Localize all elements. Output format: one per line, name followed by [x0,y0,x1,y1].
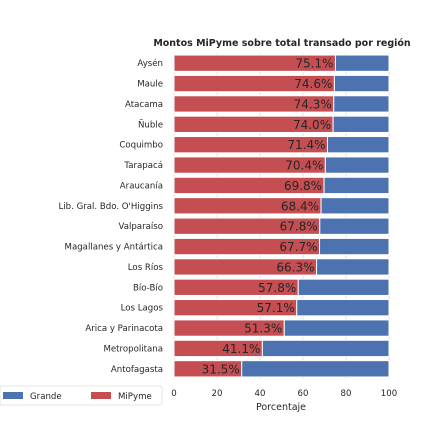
data-label: 67.8% [280,220,318,234]
x-tick-label: 80 [341,389,352,399]
data-label: 41.1% [222,342,260,356]
bar-grande [283,319,390,337]
data-label: 68.4% [281,199,319,213]
bar-grande [297,278,390,296]
bars: 75.1% 74.6% 74.3% 74.0% 71.4% 70.4% 69.8% 68.4%… [173,54,390,378]
category-label: Atacama [125,100,163,110]
data-label: 66.3% [276,260,314,274]
bar-grande [316,258,390,276]
category-label: Bío-Bío [133,283,163,293]
bar-grande [333,74,390,93]
data-label: 74.3% [294,97,332,111]
data-label: 51.3% [244,322,282,336]
bar-grande [332,115,390,133]
legend: Grande MiPyme [0,385,163,406]
data-label: 67.7% [279,240,317,254]
category-label: Maule [137,80,163,90]
legend-swatch [91,392,111,399]
category-label: Arica y Parinacota [85,324,163,334]
data-label: 74.0% [293,118,331,132]
category-label: Araucanía [120,181,163,191]
x-tick-labels: 0 20 40 60 80 100 [171,389,397,399]
legend-label: Grande [30,392,62,402]
data-label: 31.5% [202,362,240,376]
x-tick-label: 40 [255,389,266,399]
data-label: 57.1% [257,301,295,315]
category-label: Valparaíso [118,222,163,232]
category-label: Magallanes y Antártica [65,243,163,253]
bar-grande [296,299,390,317]
category-label: Aysén [137,58,163,69]
data-label: 70.4% [285,159,323,173]
category-label: Ñuble [138,119,163,130]
bar-grande [324,156,390,174]
bar-grande [327,136,390,154]
data-label: 74.6% [294,77,332,91]
category-label: Metropolitana [103,344,163,354]
bar-grande [320,197,390,215]
data-label: 71.4% [287,138,325,152]
chart-title: Montos MiPyme sobre total transado por r… [153,38,411,49]
x-tick-label: 100 [381,389,397,399]
legend-label: MiPyme [118,392,152,402]
x-axis-label: Porcentaje [256,402,306,413]
bar-grande [261,339,390,358]
category-label: Antofagasta [111,365,163,375]
bar-grande [241,360,390,378]
category-label: Los Ríos [128,263,164,273]
bar-grande [319,237,390,256]
category-labels: Aysén Maule Atacama Ñuble Coquimbo Tarapacá Ar… [58,58,163,375]
category-label: Lib. Gral. Bdo. O'Higgins [58,202,163,212]
x-tick-label: 0 [171,389,176,399]
x-tick-label: 20 [212,389,223,399]
data-label: 57.8% [258,281,296,295]
bar-grande [334,54,390,72]
bar-grande [333,95,390,113]
bar-grande [323,176,390,195]
x-tick-label: 60 [298,389,309,399]
legend-swatch [3,392,23,399]
category-label: Tarapacá [123,161,163,171]
category-label: Coquimbo [119,141,163,151]
data-label: 75.1% [295,57,333,71]
bar-grande [319,217,390,235]
data-label: 69.8% [284,179,322,193]
legend-box [0,385,163,406]
category-label: Los Lagos [121,304,164,314]
